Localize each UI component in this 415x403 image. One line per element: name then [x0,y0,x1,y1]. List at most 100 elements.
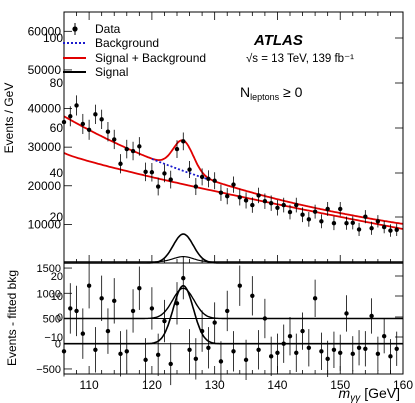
residual-point [294,350,299,356]
data-point [375,219,381,224]
data-point [237,195,242,200]
residual-point [350,351,355,357]
y-tick-label-lower-outer: 1000 [37,288,61,300]
residual-point [149,306,155,311]
residual-point [356,345,362,350]
data-point [118,161,123,166]
residual-point [287,333,293,339]
residual-point [112,298,117,304]
residual-point [74,308,79,314]
legend-signal-label: Signal [95,65,128,79]
data-point [143,169,148,175]
x-tick-label: 160 [393,378,413,392]
residual-point [388,354,393,359]
data-point [137,144,142,149]
residual-point [124,349,129,354]
x-tick-label: 150 [330,378,350,392]
residual-point [237,283,242,288]
residual-point [118,351,123,357]
y-tick-label-lower-inner: 0 [57,312,63,324]
data-point [256,193,261,198]
data-point [281,202,286,208]
residual-point [155,352,161,358]
residual-point [243,357,249,363]
data-point [268,200,274,206]
residual-point [225,308,230,314]
residual-point [162,318,167,324]
y-tick-label-upper-outer: 60000 [28,24,62,38]
signal-curve-secondary [64,256,403,263]
atlas-label: ATLAS [253,32,303,49]
data-point [294,202,299,208]
residual-point [275,350,280,356]
y-tick-label-lower-outer: 0 [55,339,61,351]
upper-ylabel: Events / GeV [2,83,16,154]
selection-label-sub: leptons [250,92,280,102]
lower-ylabel: Events - fitted bkg [5,270,19,366]
residual-point [300,328,305,334]
data-point [206,176,211,182]
residual-point [143,357,148,363]
axis-ticks: 110 120 130 140 150 1606000050000400003000020… [28,12,413,392]
data-point [356,227,362,232]
data-point [225,193,230,199]
x-tick-label: 110 [80,378,99,392]
residual-point [93,347,98,352]
residual-point [86,283,92,288]
lower-signal-curve-secondary [64,287,403,320]
residual-point [381,333,387,339]
selection-label-n: N [240,84,250,100]
data-point [262,199,268,204]
data-point [369,226,374,231]
legend-data-marker [72,26,78,32]
residual-point [306,345,312,350]
legend-data-label: Data [95,22,121,36]
residual-point [262,316,268,321]
residual-point [338,350,343,356]
x-axis-label-main: m [339,385,351,401]
data-point [212,178,217,183]
data-point [112,137,117,142]
y-tick-label-lower-outer: −500 [36,364,61,376]
residual-point [319,349,324,354]
data-point [218,190,224,195]
residual-point [137,286,142,291]
data-point [243,198,249,203]
data-point [181,139,186,144]
residual-point [212,320,217,325]
data-point [155,184,161,189]
y-tick-label-lower-outer: 1500 [37,263,61,275]
legend: Data Background Signal + Background Sign… [63,22,206,79]
data-point [124,146,129,152]
lower-panel-marks [61,256,403,386]
y-tick-label-lower-inner: 20 [51,271,63,283]
data-point [363,214,368,219]
legend-background-label: Background [95,36,159,50]
data-point [162,171,167,176]
data-point [250,202,255,208]
data-point [306,217,312,222]
y-tick-label-upper-outer: 20000 [28,179,62,193]
x-axis-label-unit: [GeV] [364,385,400,401]
y-tick-label-lower-inner: 10 [51,291,63,303]
y-tick-label-upper-outer: 50000 [28,63,62,77]
residual-point [281,341,286,346]
residual-point [80,331,86,336]
data-point [394,227,399,232]
y-tick-label-upper-outer: 30000 [28,140,62,154]
residual-point [206,345,211,350]
data-point [86,127,92,132]
y-tick-label-upper-inner: 100 [43,31,63,45]
y-tick-label-upper-inner: 20 [50,210,64,224]
selection-label: Nleptons ≥ 0 [240,84,303,102]
residual-point [130,308,136,314]
residual-point [268,354,274,359]
data-point [231,182,236,187]
y-tick-label-upper-inner: 80 [50,76,64,90]
residual-point [344,311,349,316]
residual-point [99,296,104,301]
data-point [187,167,192,172]
residual-point [375,351,381,357]
data-point [381,224,387,230]
data-point [99,117,104,122]
